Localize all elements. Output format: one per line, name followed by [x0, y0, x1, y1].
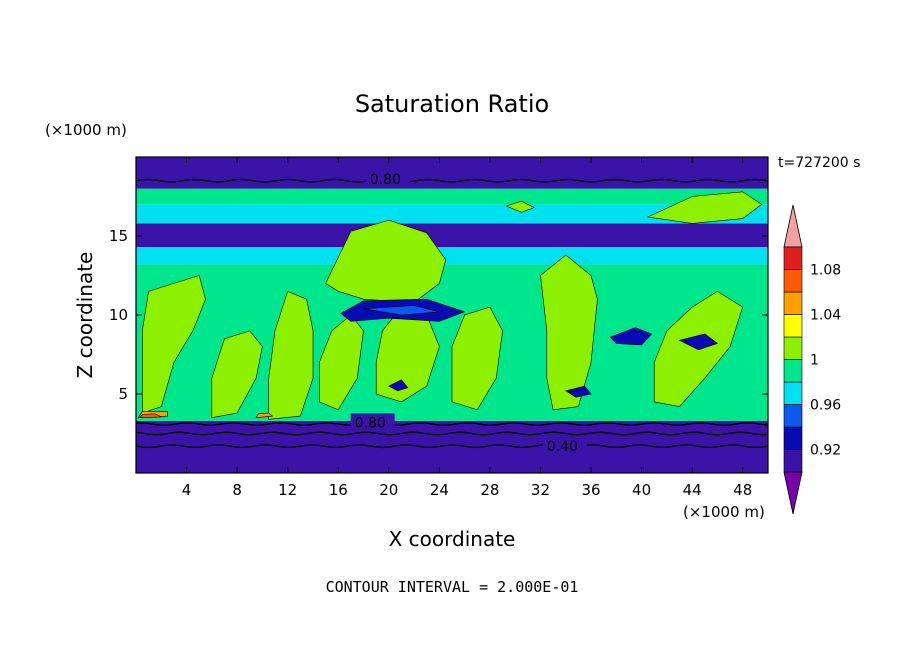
region-0	[142, 275, 206, 414]
x-tick-label: 36	[581, 481, 600, 499]
y-tick-label: 5	[118, 385, 128, 403]
x-tick-label: 44	[683, 481, 702, 499]
contour-label-bg-0	[365, 170, 410, 187]
region-10	[505, 200, 535, 213]
region-2	[268, 290, 314, 420]
colorbar-swatch-8	[783, 269, 803, 293]
y-tick-label: 10	[109, 306, 128, 324]
contour-line-0	[136, 178, 768, 183]
colorbar-tick-label: 0.96	[810, 398, 841, 414]
colorbar-tick-label: 0.92	[810, 443, 841, 459]
contour-line-2	[136, 431, 768, 436]
region-6	[451, 306, 503, 411]
colorbar-swatch-1	[783, 426, 803, 450]
region-18	[139, 413, 162, 419]
region-9	[646, 191, 763, 224]
colorbar-swatch-9	[783, 246, 803, 270]
plot-area	[136, 157, 768, 473]
band-4	[136, 204, 768, 224]
y-tick-label: 15	[109, 227, 128, 245]
colorbar-tick-label: 1.08	[810, 263, 841, 279]
band-3	[136, 223, 768, 248]
contour-interval-footer: CONTOUR INTERVAL = 2.000E-01	[326, 578, 579, 596]
contour-labels: 0.80 0.80 0.40	[350, 170, 587, 455]
region-7	[540, 254, 598, 411]
colorbar-swatch-7	[783, 291, 803, 315]
region-3	[318, 314, 364, 411]
colorbar-tick-label: 1.04	[810, 308, 841, 324]
y-axis-label: Z coordinate	[73, 252, 97, 379]
contour-label-0: 0.80	[370, 172, 401, 188]
x-tick-label: 12	[278, 481, 297, 499]
x-tick-label: 24	[430, 481, 449, 499]
contour-line-3	[136, 444, 768, 449]
colorbar-swatch-4	[783, 359, 803, 383]
region-4	[325, 219, 447, 303]
time-label: t=727200 s	[778, 155, 860, 171]
x-axis: 4 8 12 16 20 24 28 32 36 40 44 48	[182, 157, 752, 499]
region-14	[678, 333, 719, 351]
contour-label-bg-2	[542, 437, 587, 454]
colorbar-swatch-3	[783, 381, 803, 405]
colorbar-swatch-6	[783, 314, 803, 338]
colorbar-swatch-5	[783, 336, 803, 360]
colorbar-swatch-2	[783, 404, 803, 428]
y-axis: 5 10 15	[109, 227, 768, 403]
contour-label-1: 0.80	[355, 415, 386, 431]
x-tick-label: 48	[733, 481, 752, 499]
x-tick-label: 16	[329, 481, 348, 499]
region-13	[609, 327, 653, 346]
region-1	[211, 330, 263, 419]
region-12	[363, 305, 440, 316]
contour-lines	[136, 178, 768, 449]
region-19	[255, 412, 274, 419]
contour-label-2: 0.40	[547, 439, 578, 455]
x-tick-label: 4	[182, 481, 192, 499]
band-5	[136, 188, 768, 205]
contour-line-1	[136, 422, 768, 427]
region-15	[565, 385, 592, 398]
band-6	[136, 157, 768, 189]
x-tick-label: 32	[531, 481, 550, 499]
x-unit-label: (×1000 m)	[683, 503, 765, 521]
band-2	[136, 247, 768, 265]
y-unit-label: (×1000 m)	[45, 121, 127, 139]
x-tick-label: 28	[480, 481, 499, 499]
colorbar-tick-label: 1	[810, 353, 819, 369]
colorbar-swatch-0	[783, 449, 803, 473]
x-tick-label: 20	[379, 481, 398, 499]
contour-label-bg-1	[350, 413, 395, 430]
x-axis-label: X coordinate	[389, 527, 516, 551]
colorbar: 1.08 1.04 1 0.96 0.92	[783, 204, 841, 515]
x-tick-label: 8	[232, 481, 242, 499]
region-16	[388, 379, 409, 392]
chart-title: Saturation Ratio	[355, 90, 549, 118]
x-tick-label: 40	[632, 481, 651, 499]
